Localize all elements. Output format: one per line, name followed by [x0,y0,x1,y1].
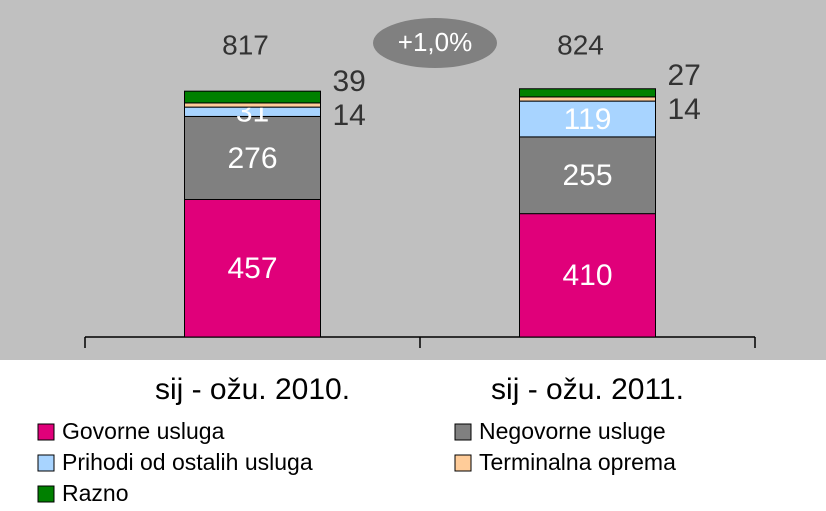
legend-swatch [454,454,472,472]
bar-segment [519,213,656,338]
legend-swatch [37,423,55,441]
bar-segment [184,102,321,108]
bar-segment [519,100,656,138]
legend-label: Govorne usluga [62,418,225,444]
segment-label: 457 [227,252,277,285]
x-tick-label: sij - ožu. 2010. [155,373,350,406]
segment-label: 410 [562,259,612,292]
bar-segment [519,88,656,98]
total-label: 817 [222,29,269,60]
bar-segment [184,90,321,104]
segment-label: 27 [668,59,701,92]
bar-segment [184,115,321,200]
segment-label: 39 [333,65,366,98]
segment-label: 276 [227,142,277,175]
annotation-bubble [373,18,497,68]
legend-label: Razno [62,480,128,506]
legend-label: Negovorne usluge [479,418,666,444]
legend-swatch [454,423,472,441]
legend-label: Prihodi od ostalih usluga [62,449,313,475]
legend-swatch [37,485,55,503]
legend-label: Terminalna oprema [479,449,676,475]
bar-segment [519,96,656,102]
segment-label: 14 [668,93,701,126]
segment-label: 119 [564,103,612,136]
total-label: 824 [557,29,604,60]
bar-segment [519,136,656,215]
segment-label: 255 [562,159,612,192]
segment-label: 14 [333,99,366,132]
x-tick-label: sij - ožu. 2011. [491,373,684,406]
legend-swatch [37,454,55,472]
annotation: +1,0% [398,27,472,57]
